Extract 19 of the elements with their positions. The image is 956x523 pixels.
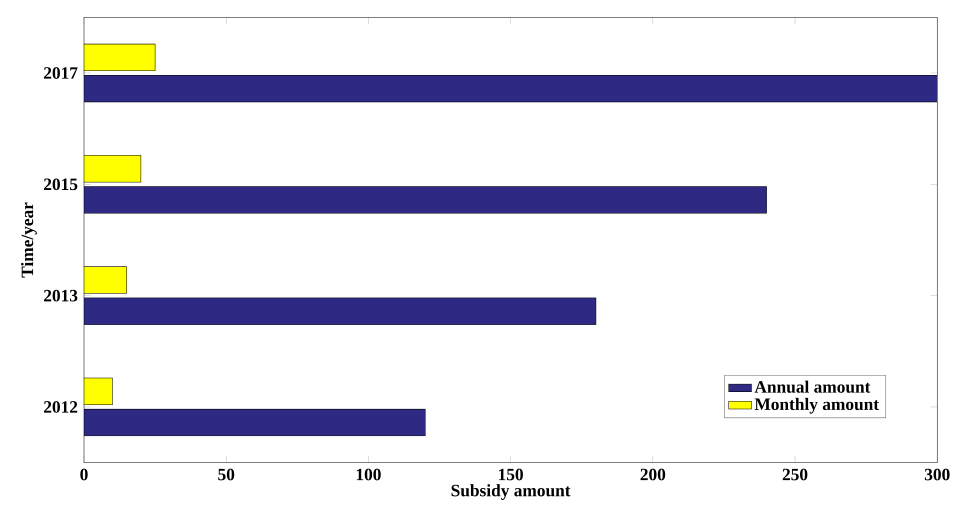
- legend-label: Monthly amount: [754, 398, 879, 414]
- x-tick-label: 250: [782, 468, 808, 481]
- bar: [84, 44, 156, 72]
- x-tick-label: 300: [924, 468, 950, 481]
- y-tick-label: 2015: [44, 178, 78, 190]
- y-tick-label: 2012: [44, 401, 78, 413]
- x-tick-label: 100: [356, 468, 381, 481]
- legend-label: Annual amount: [754, 380, 870, 393]
- y-tick-label: 2017: [44, 67, 78, 80]
- y-tick-label: 2013: [44, 290, 78, 302]
- x-tick-label: 200: [640, 468, 666, 481]
- bar: [84, 378, 113, 406]
- x-axis-title: Subsidy amount: [452, 484, 570, 500]
- y-axis-title: Time/year: [21, 202, 37, 278]
- bar: [84, 155, 142, 183]
- x-tick-label: 0: [80, 468, 88, 481]
- x-tick-label: 150: [499, 468, 523, 481]
- bar: [84, 266, 127, 294]
- x-tick-label: 50: [218, 468, 234, 481]
